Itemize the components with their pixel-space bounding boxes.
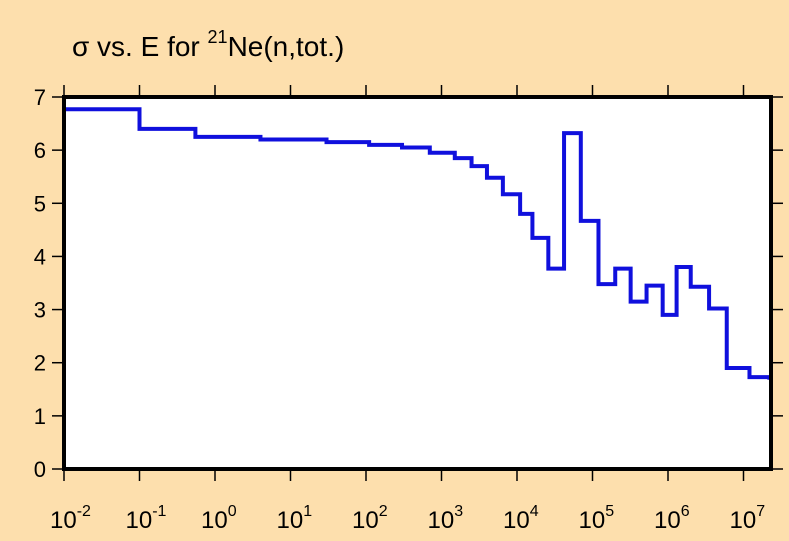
svg-text:σ vs. E for 21Ne(n,tot.): σ vs. E for 21Ne(n,tot.) bbox=[72, 27, 344, 62]
x-tick-label: 10-1 bbox=[126, 503, 167, 534]
y-tick-label: 3 bbox=[34, 298, 46, 323]
plot-frame bbox=[62, 95, 773, 471]
x-tick-label: 104 bbox=[503, 503, 539, 534]
x-tick-label: 105 bbox=[579, 503, 615, 534]
y-tick-label: 1 bbox=[34, 404, 46, 429]
x-axis-labels: 10-2 10-1 100 101 102 103 104 105 106 107 bbox=[50, 503, 765, 534]
chart-title-superscript: 21 bbox=[208, 27, 228, 47]
y-tick-label: 4 bbox=[34, 244, 46, 269]
x-tick-label: 100 bbox=[201, 503, 237, 534]
y-tick-label: 7 bbox=[34, 85, 46, 110]
x-tick-label: 10-2 bbox=[50, 503, 91, 534]
series-line bbox=[62, 107, 772, 469]
chart-title: σ vs. E for 21Ne(n,tot.) bbox=[72, 27, 344, 62]
chart-title-suffix: Ne(n,tot.) bbox=[228, 31, 345, 62]
y-tick-label: 6 bbox=[34, 138, 46, 163]
plot-area bbox=[64, 97, 771, 469]
y-tick-label: 0 bbox=[34, 457, 46, 482]
x-tick-label: 102 bbox=[352, 503, 388, 534]
y-axis-labels: 0 1 2 3 4 5 6 7 bbox=[34, 85, 46, 482]
x-tick-label: 107 bbox=[730, 503, 766, 534]
x-tick-label: 101 bbox=[277, 503, 313, 534]
chart-title-prefix: σ vs. E for bbox=[72, 31, 208, 62]
y-tick-label: 2 bbox=[34, 351, 46, 376]
x-tick-label: 103 bbox=[428, 503, 464, 534]
x-tick-label: 106 bbox=[654, 503, 690, 534]
y-tick-label: 5 bbox=[34, 191, 46, 216]
